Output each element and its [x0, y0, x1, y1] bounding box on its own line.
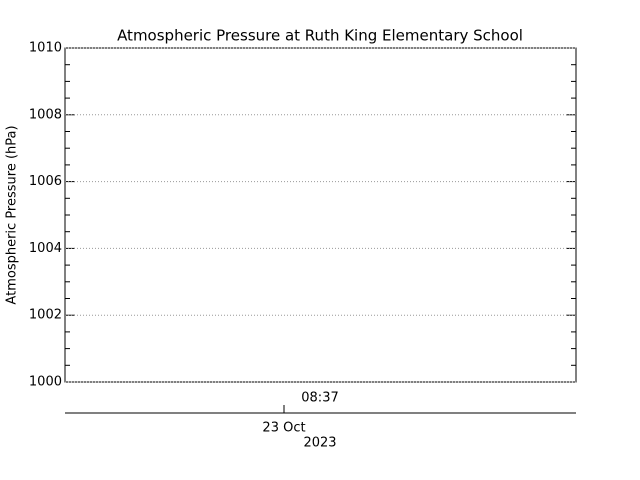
y-tick-label: 1004 — [29, 241, 62, 256]
x-year-label: 2023 — [303, 436, 336, 451]
y-axis-label: Atmospheric Pressure (hPa) — [5, 125, 20, 304]
x-time-label: 08:37 — [301, 391, 338, 406]
x-date-label: 23 Oct — [262, 421, 305, 436]
y-tick-label: 1000 — [29, 375, 62, 390]
y-tick-label: 1008 — [29, 107, 62, 122]
y-tick-label: 1006 — [29, 174, 62, 189]
y-tick-label: 1002 — [29, 308, 62, 323]
y-tick-label: 1010 — [29, 41, 62, 56]
chart-title: Atmospheric Pressure at Ruth King Elemen… — [117, 27, 523, 45]
